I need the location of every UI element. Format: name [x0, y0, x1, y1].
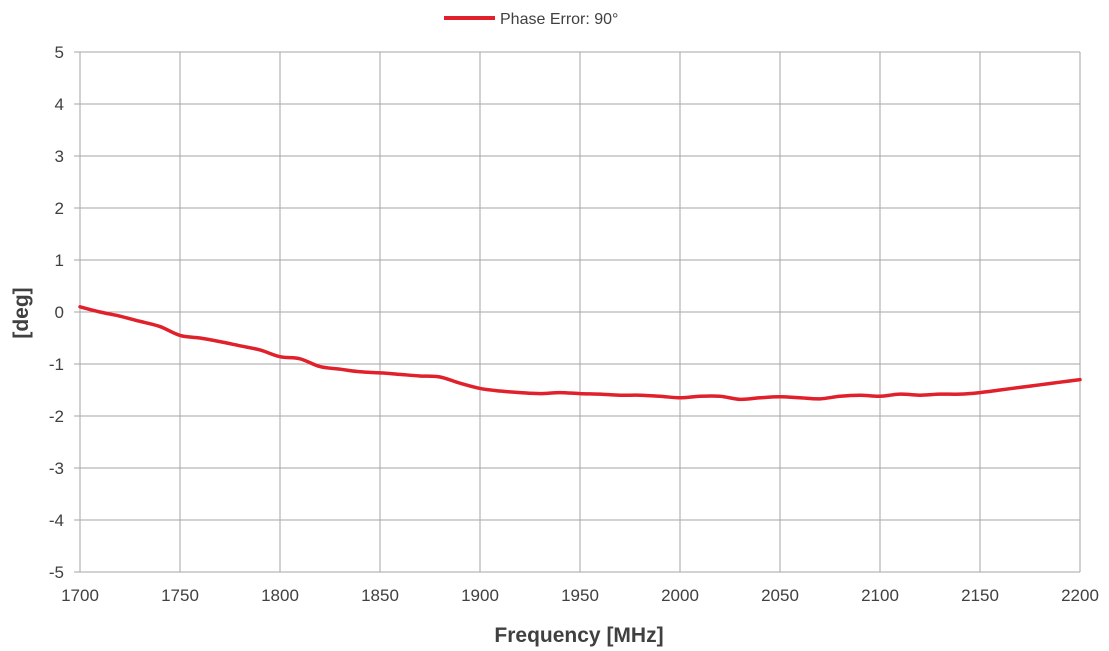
x-tick-label: 2100 — [861, 586, 899, 605]
x-tick-label: 1900 — [461, 586, 499, 605]
x-tick-label: 2150 — [961, 586, 999, 605]
y-axis-title: [deg] — [10, 287, 33, 338]
x-tick-label: 1750 — [161, 586, 199, 605]
x-tick-label: 2050 — [761, 586, 799, 605]
y-tick-label: -4 — [49, 511, 64, 530]
x-tick-label: 2200 — [1061, 586, 1099, 605]
y-tick-label: 2 — [55, 199, 64, 218]
x-tick-label: 1700 — [61, 586, 99, 605]
x-tick-label: 1950 — [561, 586, 599, 605]
legend-label: Phase Error: 90° — [500, 11, 618, 28]
legend: Phase Error: 90° — [444, 11, 618, 28]
y-tick-label: 1 — [55, 251, 64, 270]
x-axis-title: Frequency [MHz] — [494, 624, 663, 647]
y-tick-label: 4 — [55, 95, 64, 114]
y-tick-label: 0 — [55, 303, 64, 322]
x-tick-label: 1850 — [361, 586, 399, 605]
plot-area — [78, 305, 1082, 402]
y-tick-label: -5 — [49, 563, 64, 582]
x-tick-label: 1800 — [261, 586, 299, 605]
y-tick-label: -1 — [49, 355, 64, 374]
grid-lines — [74, 51, 1081, 573]
x-axis-ticks: 1700 1750 1800 1850 1900 1950 2000 2050 2100 2150… — [61, 586, 1099, 605]
series-line — [78, 305, 1082, 402]
y-tick-label: -3 — [49, 459, 64, 478]
y-tick-label: 5 — [55, 43, 64, 62]
y-tick-label: 3 — [55, 147, 64, 166]
x-tick-label: 2000 — [661, 586, 699, 605]
y-tick-label: -2 — [49, 407, 64, 426]
y-axis-ticks: 5 4 3 2 1 0 -1 -2 -3 -4 -5 — [49, 43, 64, 582]
